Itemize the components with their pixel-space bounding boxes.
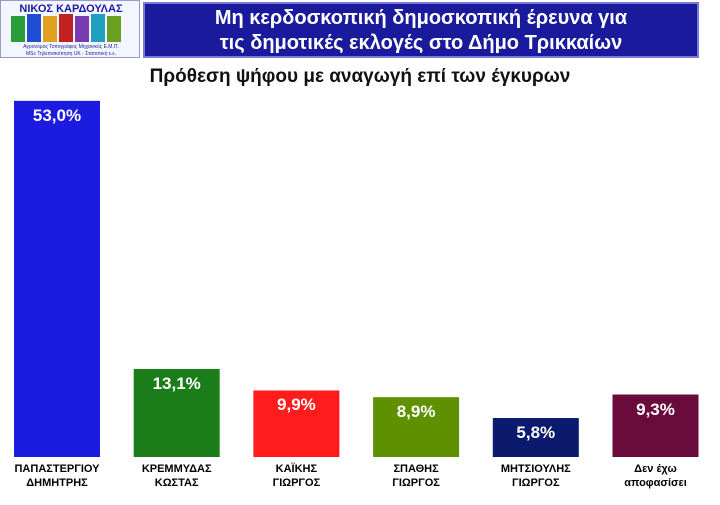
x-tick-label: ΣΠΑΘΗΣ ΓΙΩΡΓΟΣ <box>392 463 440 489</box>
value-label: 5,8% <box>516 423 556 443</box>
value-label: 9,9% <box>277 395 316 415</box>
x-tick-label: ΚΡΕΜΜΥΔΑΣ ΚΩΣΤΑΣ <box>141 463 212 489</box>
logo-line: Αγρονόμος Τοπογράφος Μηχανικός Ε.Μ.Π. <box>23 44 119 50</box>
bar <box>133 368 220 457</box>
x-tick-label: ΠΑΠΑΣΤΕΡΓΙΟΥ ΔΗΜΗΤΡΗΣ <box>14 463 100 489</box>
bar <box>14 100 100 457</box>
value-label: 13,1% <box>152 373 201 393</box>
bar <box>492 418 579 457</box>
logo-figures <box>11 14 121 42</box>
value-label: 8,9% <box>396 402 436 422</box>
logo-line: MSc Τηλεπισκόπηση UK - Στατιστική ε.ε. <box>25 51 117 57</box>
logo: ΝΙΚΟΣ ΚΑΡΔΟΥΛΑΣ Αγρονόμος Τοπογράφος Μηχ… <box>0 0 140 58</box>
header-title: Μη κερδοσκοπική δημοσκοπική έρευνα για τ… <box>143 2 699 58</box>
chart-title: Πρόθεση ψήφου με αναγωγή επί των έγκυρων <box>149 66 571 87</box>
x-tick-label: ΜΗΤΣΙΟΥΛΗΣ ΓΙΩΡΓΟΣ <box>500 463 571 489</box>
x-tick-label: Δεν έχω αποφασίσει <box>624 463 687 489</box>
logo-name: ΝΙΚΟΣ ΚΑΡΔΟΥΛΑΣ <box>19 3 123 15</box>
bar <box>253 390 340 457</box>
value-label: 9,3% <box>636 399 675 419</box>
bar <box>612 394 699 457</box>
x-tick-label: ΚΑΪΚΗΣ ΓΙΩΡΓΟΣ <box>272 463 321 489</box>
value-label: 53,0% <box>32 105 82 125</box>
bar <box>373 397 460 457</box>
